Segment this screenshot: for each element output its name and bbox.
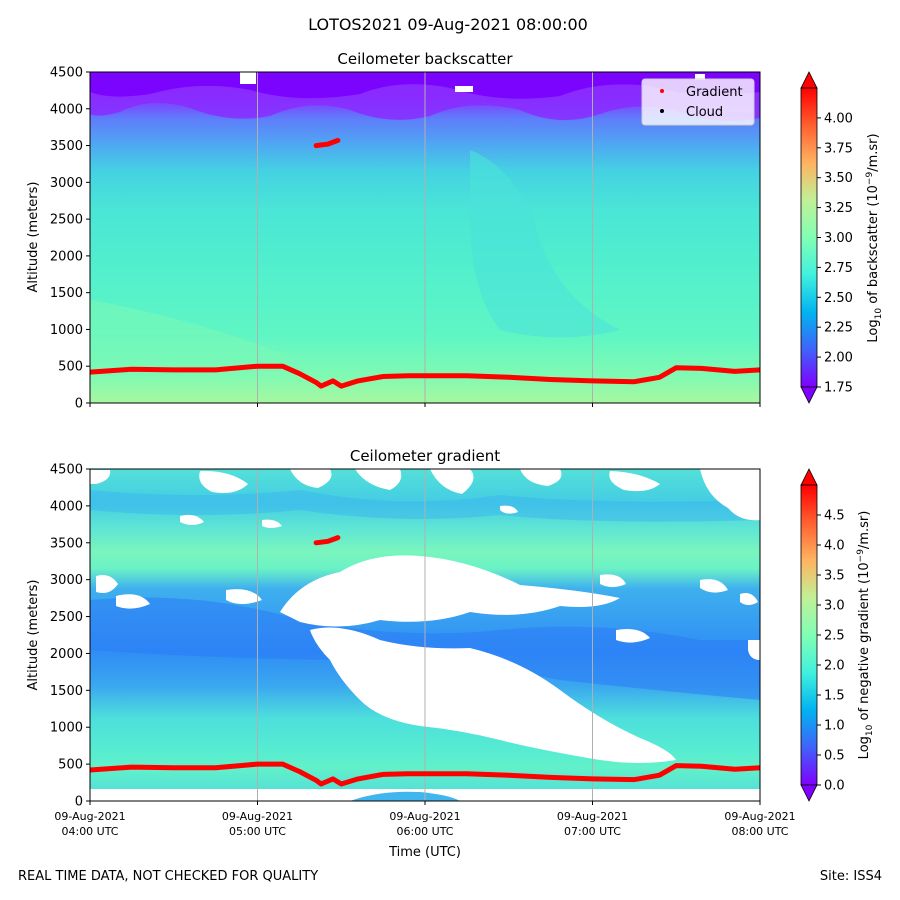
y-tick-label: 3000	[50, 176, 83, 191]
gradient-y-label: Altitude (meters)	[26, 580, 41, 691]
y-tick-label: 3500	[50, 536, 83, 551]
y-tick-label: 1000	[50, 721, 83, 736]
y-tick-label: 0	[75, 397, 83, 412]
colorbar-tick-label: 1.75	[824, 381, 853, 396]
y-tick-label: 4000	[50, 499, 83, 514]
colorbar-tick-label: 4.00	[824, 111, 853, 126]
backscatter-y-ticks: 0 500 1000 1500 2000 2500 3000 3500 4000 4500	[50, 66, 90, 412]
y-tick-label: 3500	[50, 139, 83, 154]
gradient-x-label: Time (UTC)	[388, 845, 461, 860]
y-tick-label: 1500	[50, 286, 83, 301]
y-tick-label: 2500	[50, 610, 83, 625]
backscatter-gridlines	[257, 72, 593, 403]
colorbar-tick-label: 3.75	[824, 141, 853, 156]
colorbar-tick-label: 3.50	[824, 171, 853, 186]
backscatter-colorbar-label: Log10 of backscatter (10−9/m.sr)	[865, 133, 884, 342]
y-tick-label: 2000	[50, 647, 83, 662]
colorbar-tick-label: 1.5	[824, 689, 845, 704]
colorbar-tick-label: 2.25	[824, 321, 853, 336]
y-tick-label: 2500	[50, 213, 83, 228]
legend-cloud-label: Cloud	[686, 105, 723, 120]
y-tick-label: 4500	[50, 463, 83, 478]
colorbar-tick-label: 4.0	[824, 539, 845, 554]
colorbar-tick-label: 0.5	[824, 749, 845, 764]
colorbar-tick-label: 3.0	[824, 599, 845, 614]
colorbar-tick-label: 3.5	[824, 569, 845, 584]
gradient-series-line	[89, 363, 761, 389]
y-tick-label: 2000	[50, 249, 83, 264]
colorbar-tick-label: 4.5	[824, 509, 845, 524]
y-tick-label: 1500	[50, 684, 83, 699]
y-tick-label: 1000	[50, 323, 83, 338]
colorbar-tick-label: 2.75	[824, 261, 853, 276]
y-tick-label: 500	[58, 360, 83, 375]
x-tick-date: 09-Aug-2021	[724, 810, 795, 823]
legend-gradient-marker	[660, 89, 664, 93]
legend-cloud-marker	[660, 109, 664, 113]
y-tick-label: 500	[58, 758, 83, 773]
gradient-gridlines	[257, 469, 593, 801]
y-tick-label: 4000	[50, 102, 83, 117]
colorbar-tick-label: 1.0	[824, 719, 845, 734]
backscatter-y-label: Altitude (meters)	[26, 182, 41, 293]
gradient-series-line-lower	[89, 761, 761, 787]
x-tick-time: 04:00 UTC	[61, 825, 118, 838]
x-tick-time: 06:00 UTC	[396, 825, 453, 838]
colorbar-tick-label: 2.5	[824, 629, 845, 644]
gradient-panel: Ceilometer gradient	[26, 447, 875, 860]
legend-gradient-label: Gradient	[686, 85, 743, 100]
x-tick-time: 05:00 UTC	[229, 825, 286, 838]
gradient-title: Ceilometer gradient	[350, 447, 500, 465]
x-tick-date: 09-Aug-2021	[557, 810, 628, 823]
y-tick-label: 3000	[50, 573, 83, 588]
x-tick-time: 07:00 UTC	[564, 825, 621, 838]
gradient-series-upper	[313, 137, 341, 149]
x-tick-time: 08:00 UTC	[731, 825, 788, 838]
colorbar-tick-label: 2.50	[824, 291, 853, 306]
colorbar-tick-label: 3.25	[824, 201, 853, 216]
colorbar-tick-label: 2.0	[824, 659, 845, 674]
colorbar-tick-label: 0.0	[824, 779, 845, 794]
y-tick-label: 4500	[50, 66, 83, 81]
x-tick-date: 09-Aug-2021	[222, 810, 293, 823]
backscatter-legend: Gradient Cloud	[641, 78, 755, 126]
site-label: Site: ISS4	[819, 869, 882, 884]
gradient-colorbar-label: Log10 of negative gradient (10−9/m.sr)	[856, 511, 875, 760]
gradient-colorbar: 0.0 0.5 1.0 1.5 2.0 2.5 3.0 3.5 4.0 4.5 Log10 of …	[800, 468, 875, 802]
x-tick-date: 09-Aug-2021	[389, 810, 460, 823]
gradient-series-upper-lower	[313, 535, 341, 546]
colorbar-tick-label: 3.00	[824, 231, 853, 246]
colorbar-tick-label: 2.00	[824, 351, 853, 366]
backscatter-panel: Ceilometer backscatter 0 500 1000 1500 2000 2…	[26, 50, 884, 412]
gradient-x-ticks: 09-Aug-2021 04:00 UTC 09-Aug-2021 05:00 UTC…	[54, 801, 796, 838]
y-tick-label: 0	[75, 795, 83, 810]
x-tick-date: 09-Aug-2021	[54, 810, 125, 823]
gradient-y-ticks: 0 500 1000 1500 2000 2500 3000 3500 4000 4500	[50, 463, 90, 810]
backscatter-colorbar: 1.75 2.00 2.25 2.50 2.75 3.00 3.25 3.50 3.75 4.00…	[800, 71, 884, 404]
quality-notice: REAL TIME DATA, NOT CHECKED FOR QUALITY	[18, 869, 319, 884]
backscatter-x-ticks	[89, 403, 761, 407]
figure-title: LOTOS2021 09-Aug-2021 08:00:00	[308, 15, 588, 34]
backscatter-title: Ceilometer backscatter	[337, 50, 513, 68]
